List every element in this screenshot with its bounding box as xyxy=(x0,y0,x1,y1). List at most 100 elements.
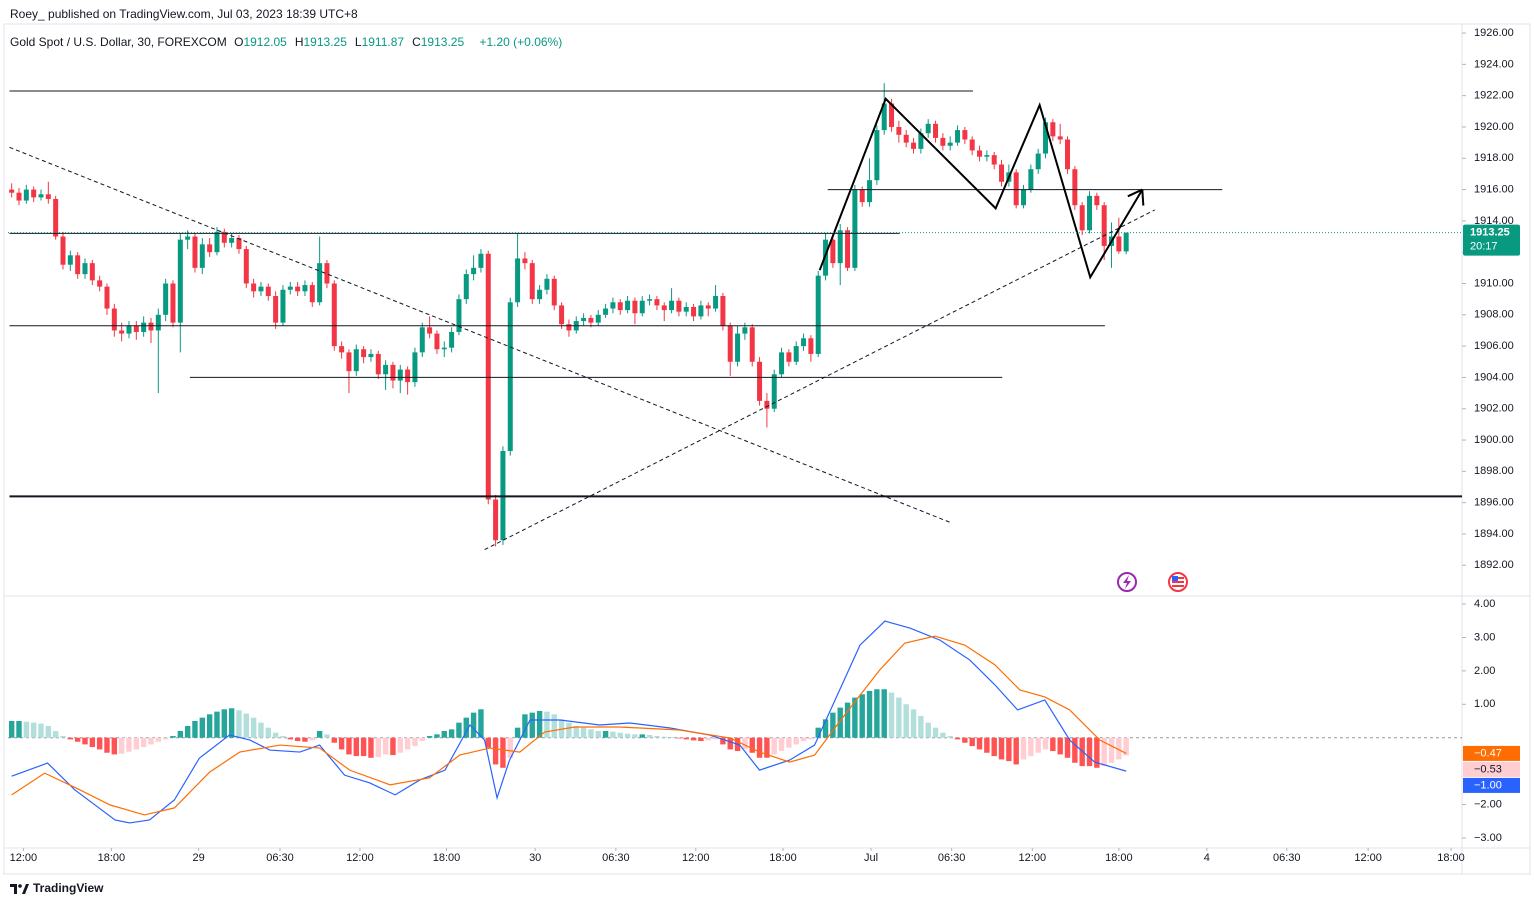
histogram-bar xyxy=(536,710,543,738)
change: +1.20 (+0.06%) xyxy=(479,35,563,49)
histogram-bar xyxy=(375,737,381,758)
candle-body xyxy=(331,283,337,347)
candle-body xyxy=(177,239,183,323)
histogram-bar xyxy=(954,737,961,740)
candle-body xyxy=(104,286,110,309)
histogram-bar xyxy=(228,708,235,738)
histogram-bar xyxy=(727,737,733,750)
histogram-bar xyxy=(749,737,755,753)
candle-body xyxy=(991,155,997,165)
histogram-bar xyxy=(485,737,491,748)
histogram-bar xyxy=(199,717,206,738)
last-price-box xyxy=(1463,224,1520,256)
histogram-bar xyxy=(8,720,15,738)
histogram-bar xyxy=(45,726,52,738)
candle-body xyxy=(955,130,961,143)
histogram-bar xyxy=(514,727,521,738)
candle-body xyxy=(126,325,132,334)
candle-body xyxy=(632,300,638,314)
candle-body xyxy=(53,198,59,237)
candle-body xyxy=(808,338,814,354)
histogram-bar xyxy=(793,737,799,745)
candle-body xyxy=(82,263,88,275)
histogram-bar xyxy=(1020,737,1027,760)
histogram-bar xyxy=(104,737,110,753)
histogram-bar xyxy=(947,736,953,738)
y-tick-label: 1892.00 xyxy=(1474,559,1514,571)
candle-body xyxy=(529,263,535,300)
histogram-bar xyxy=(294,737,301,742)
trend-line xyxy=(484,209,1156,551)
histogram-bar xyxy=(397,737,403,753)
candle-body xyxy=(969,139,975,151)
candle-body xyxy=(647,299,653,301)
value-box xyxy=(1463,777,1520,793)
histogram-bar xyxy=(368,737,374,758)
candle-body xyxy=(471,267,477,275)
y-tick-label: 1922.00 xyxy=(1474,90,1514,102)
histogram-bar xyxy=(74,737,81,742)
x-tick-label: 30 xyxy=(529,852,541,864)
histogram-bar xyxy=(969,737,975,747)
candle-body xyxy=(881,103,887,131)
candle-body xyxy=(727,325,733,362)
candle-body xyxy=(771,374,777,409)
candle-body xyxy=(309,285,315,303)
candle-body xyxy=(918,133,924,149)
candle-body xyxy=(815,275,821,354)
histogram-bar xyxy=(507,737,513,758)
candle-body xyxy=(236,238,242,250)
histogram-bar xyxy=(236,710,242,738)
candle-body xyxy=(199,244,205,268)
histogram-bar xyxy=(390,737,396,756)
candle-body xyxy=(441,347,447,350)
legend-value: 1912.05 xyxy=(243,35,287,49)
histogram-bar xyxy=(866,690,873,738)
candle-body xyxy=(507,302,513,451)
y-tick-label: −2.00 xyxy=(1474,798,1502,810)
histogram-bar xyxy=(1116,737,1122,760)
candle-body xyxy=(559,305,565,325)
value-box-label: −0.47 xyxy=(1474,747,1502,759)
candle-body xyxy=(698,305,704,317)
candle-body xyxy=(383,364,389,375)
histogram-bar xyxy=(126,737,132,752)
candle-body xyxy=(346,352,352,372)
histogram-bar xyxy=(896,697,902,738)
candle-body xyxy=(111,308,117,331)
candle-body xyxy=(463,274,469,300)
histogram-bar xyxy=(1050,737,1056,752)
histogram-bar xyxy=(984,737,990,753)
legend-label: L xyxy=(354,35,362,49)
candle-body xyxy=(544,278,550,290)
y-tick-label: 1902.00 xyxy=(1474,403,1514,415)
candle-body xyxy=(962,130,968,140)
histogram-bar xyxy=(573,726,579,738)
y-tick-label: 2.00 xyxy=(1474,665,1495,677)
candle-body xyxy=(793,346,799,362)
candle-body xyxy=(207,244,213,253)
histogram-bar xyxy=(632,734,638,738)
candle-body xyxy=(566,324,572,331)
candle-body xyxy=(214,231,220,253)
country-icon[interactable] xyxy=(1168,572,1188,592)
histogram-bar xyxy=(962,737,968,743)
candle-body xyxy=(89,263,95,281)
histogram-bar xyxy=(500,737,506,768)
histogram-bar xyxy=(404,737,411,750)
event-icon[interactable] xyxy=(1117,572,1137,592)
histogram-bar xyxy=(38,723,44,738)
candle-body xyxy=(302,285,308,292)
candle-body xyxy=(405,369,411,383)
histogram-bar xyxy=(558,719,565,738)
candle-body xyxy=(1035,153,1041,170)
candle-body xyxy=(38,194,44,198)
histogram-bar xyxy=(1072,737,1078,763)
candle-body xyxy=(353,349,359,372)
histogram-bar xyxy=(771,737,777,755)
x-tick-label: 18:00 xyxy=(98,852,126,864)
histogram-bar xyxy=(932,727,939,738)
histogram-bar xyxy=(177,731,184,738)
candle-body xyxy=(390,364,396,381)
